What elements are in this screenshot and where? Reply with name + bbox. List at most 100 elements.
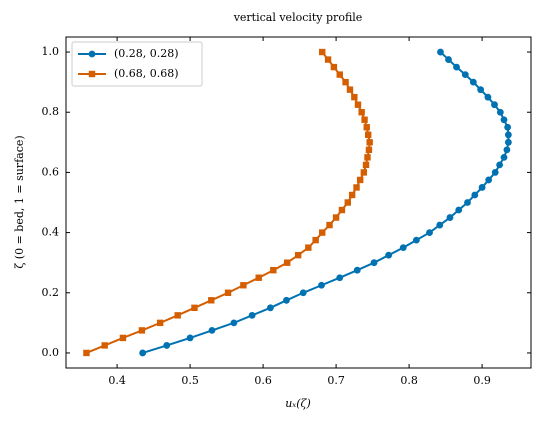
point: [305, 244, 312, 251]
point: [362, 161, 370, 169]
point: [500, 153, 508, 161]
chart-title: vertical velocity profile: [233, 11, 363, 24]
point: [230, 319, 238, 327]
point: [436, 221, 444, 229]
y-tick-label: 0.8: [42, 105, 60, 118]
series-line: [86, 51, 371, 354]
point: [366, 139, 373, 146]
point: [364, 154, 371, 161]
y-tick-label: 0.0: [42, 346, 60, 359]
point: [496, 108, 504, 116]
point: [358, 109, 365, 116]
point: [270, 267, 277, 274]
point: [504, 131, 512, 139]
point: [370, 259, 378, 267]
point: [437, 48, 444, 56]
point: [283, 259, 291, 266]
point: [365, 146, 373, 154]
point: [330, 63, 338, 71]
point: [504, 123, 512, 131]
point: [348, 191, 356, 199]
point: [412, 236, 420, 244]
point: [353, 184, 360, 191]
point: [101, 342, 108, 349]
point: [504, 138, 512, 146]
point: [491, 169, 499, 176]
point: [319, 229, 326, 236]
point: [208, 326, 216, 334]
y-axis-label: ζ (0 = bed, 1 = surface): [13, 135, 26, 268]
y-tick-label: 0.4: [42, 226, 60, 239]
point: [294, 251, 302, 259]
point: [485, 176, 493, 184]
point: [354, 101, 362, 108]
x-tick-label: 0.4: [108, 374, 126, 387]
point: [174, 312, 181, 319]
point: [312, 236, 319, 244]
point: [353, 266, 361, 274]
point: [346, 86, 354, 93]
point: [500, 116, 508, 124]
point: [138, 327, 146, 334]
point: [139, 349, 147, 357]
point: [496, 161, 504, 169]
point: [318, 281, 325, 289]
y-tick-label: 0.2: [42, 286, 60, 299]
point: [332, 214, 340, 221]
x-tick-label: 0.5: [181, 374, 199, 387]
point: [338, 206, 346, 214]
point: [365, 131, 372, 138]
point: [319, 48, 326, 56]
legend-marker: [88, 70, 96, 78]
x-axis-label: uₓ(ζ): [285, 397, 311, 410]
point: [361, 116, 368, 123]
point: [385, 251, 393, 259]
point: [336, 274, 344, 282]
point: [191, 304, 198, 312]
point: [342, 78, 349, 86]
point: [363, 124, 370, 131]
point: [283, 296, 290, 304]
y-tick-label: 0.6: [42, 165, 60, 178]
point: [119, 334, 127, 342]
point: [477, 86, 485, 94]
point: [360, 169, 368, 176]
point: [491, 101, 498, 109]
point: [453, 63, 460, 71]
x-tick-label: 0.8: [400, 374, 418, 387]
point: [469, 78, 477, 86]
x-tick-label: 0.6: [254, 374, 272, 387]
plot-frame: [65, 36, 532, 369]
point: [224, 289, 232, 296]
point: [471, 191, 479, 199]
point: [336, 71, 343, 78]
point: [344, 199, 351, 206]
point: [399, 244, 407, 252]
point: [156, 319, 164, 327]
legend-label: (0.28, 0.28): [114, 47, 179, 60]
point: [324, 56, 332, 63]
x-tick-label: 0.9: [473, 374, 491, 387]
point: [445, 56, 452, 63]
point: [266, 304, 274, 312]
point: [326, 221, 333, 229]
point: [356, 176, 364, 184]
point: [248, 311, 256, 319]
point: [426, 229, 433, 236]
point: [464, 199, 471, 206]
point: [484, 93, 492, 101]
point: [503, 146, 511, 154]
x-tick-label: 0.7: [327, 374, 345, 387]
point: [478, 184, 486, 191]
point: [455, 206, 463, 214]
point: [163, 342, 171, 349]
point: [186, 334, 194, 342]
point: [208, 297, 215, 304]
legend-marker: [88, 50, 96, 58]
point: [255, 274, 262, 281]
point: [299, 289, 307, 297]
legend-label: (0.68, 0.68): [114, 67, 179, 80]
point: [240, 282, 247, 289]
y-tick-label: 1.0: [42, 45, 60, 58]
